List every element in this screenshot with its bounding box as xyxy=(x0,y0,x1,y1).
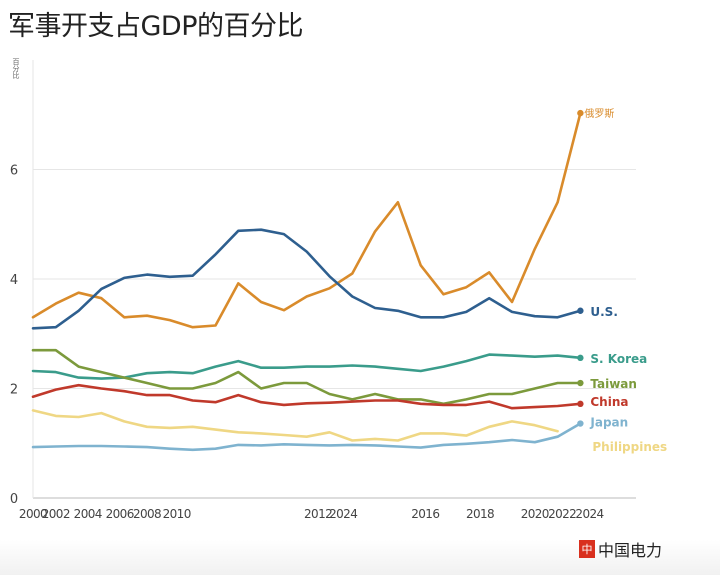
series-endpoint-Taiwan xyxy=(577,379,584,387)
series-line-Taiwan xyxy=(31,348,582,406)
x-tick-label: 2004 xyxy=(74,507,102,521)
series-label: U.S. xyxy=(590,305,618,319)
series-endpoint-S. Korea xyxy=(577,354,584,362)
x-tick-label: 2010 xyxy=(163,507,191,521)
x-tick-label: 2024 xyxy=(575,507,603,521)
x-tick-label: 2018 xyxy=(466,507,494,521)
series-line-U.S. xyxy=(31,228,582,330)
y-tick-label: 2 xyxy=(10,383,18,398)
source-credit: 中 中国电力 xyxy=(578,537,662,561)
x-tick-label: 2002 xyxy=(42,507,70,521)
series-line-China xyxy=(31,383,582,410)
x-tick-label: 2006 xyxy=(106,507,134,521)
y-tick-label: 4 xyxy=(10,273,18,288)
x-tick-label: 2016 xyxy=(411,507,439,521)
series-endpoint-China xyxy=(577,400,584,408)
logo-icon: 中 xyxy=(578,540,595,558)
x-tick-label: 2008 xyxy=(133,507,161,521)
x-tick-label: 2012 xyxy=(304,507,332,521)
series-endpoint-U.S. xyxy=(577,307,584,314)
bottom-fade xyxy=(0,540,720,575)
y-tick-label: 6 xyxy=(10,164,18,179)
series-label: 俄罗斯 xyxy=(584,107,614,120)
x-tick-label: 2022 xyxy=(548,507,576,521)
series-labels: 俄罗斯 U.S. S. Korea Taiwan China Japan Philippin… xyxy=(584,107,667,454)
chart-title: 军事开支占GDP的百分比 xyxy=(8,11,304,42)
y-tick-labels: 0 2 4 6 xyxy=(10,164,18,508)
series-lines xyxy=(31,109,584,452)
series-label: Philippines xyxy=(592,440,667,454)
x-tick-label: 2024 xyxy=(329,507,357,521)
source-text: 中国电力 xyxy=(597,541,662,560)
series-line-Philippines xyxy=(31,409,559,442)
series-line-Japan xyxy=(31,422,582,452)
series-label: S. Korea xyxy=(590,352,647,366)
x-tick-label: 2020 xyxy=(521,507,549,521)
series-label: Japan xyxy=(589,416,628,430)
y-tick-label: 0 xyxy=(10,492,18,507)
series-endpoint-俄罗斯 xyxy=(577,109,584,117)
series-label: Taiwan xyxy=(590,377,637,391)
series-label: China xyxy=(590,395,628,409)
series-line-俄罗斯 xyxy=(31,111,582,329)
y-axis-label: 百分比 xyxy=(12,58,20,80)
x-tick-label: 2000 xyxy=(19,507,47,521)
series-endpoint-Japan xyxy=(577,420,584,427)
